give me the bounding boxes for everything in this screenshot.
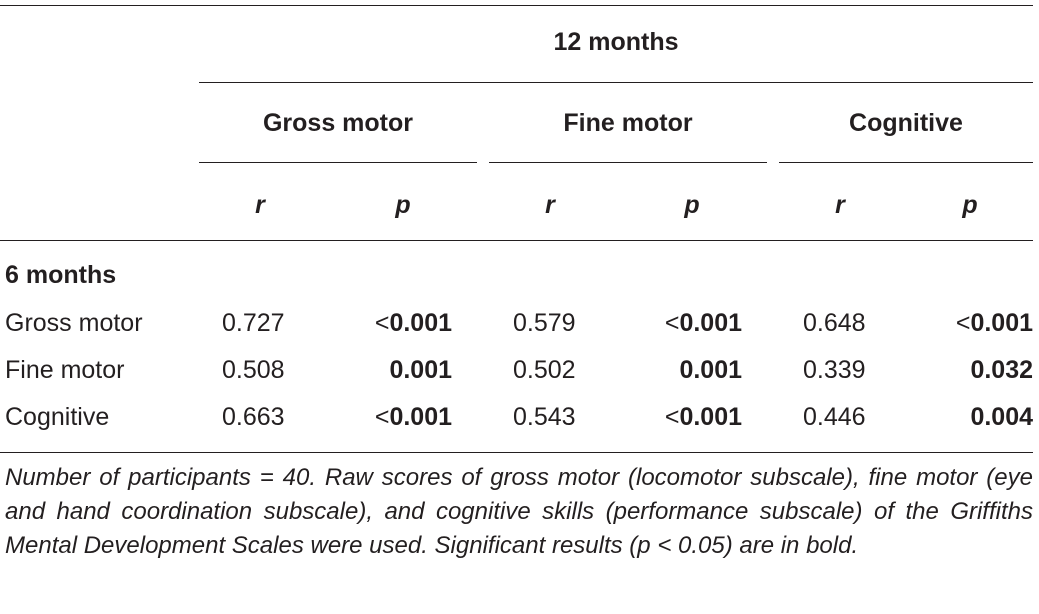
cognitive-header-rule (779, 162, 1033, 163)
table-footnote: Number of participants = 40. Raw scores … (5, 464, 1033, 559)
column-header-fine-motor: Fine motor (563, 109, 693, 137)
group-header-rule (199, 82, 1033, 83)
fine-motor-header-rule (489, 162, 767, 163)
p-number: 0.001 (679, 403, 742, 431)
r-value: 0.543 (513, 403, 576, 431)
subheader-p: p (395, 191, 411, 219)
gross-motor-header-rule (199, 162, 477, 163)
subheader-p: p (962, 191, 978, 219)
r-value: 0.502 (513, 356, 576, 384)
table-bottom-rule (0, 452, 1033, 453)
p-number: 0.001 (389, 403, 452, 431)
p-number: 0.004 (970, 403, 1033, 431)
p-value: <0.001 (590, 308, 742, 338)
header-bottom-rule (0, 240, 1033, 241)
p-value: <0.001 (300, 402, 452, 432)
row-label: Cognitive (5, 403, 110, 431)
r-value: 0.579 (513, 309, 576, 337)
p-sign: < (955, 309, 971, 337)
r-value: 0.648 (803, 309, 866, 337)
section-label-6-months: 6 months (5, 261, 117, 289)
p-number: 0.001 (389, 356, 452, 384)
p-value: <0.001 (590, 402, 742, 432)
p-number: 0.001 (679, 309, 742, 337)
p-sign: < (664, 309, 680, 337)
p-value: 0.032 (880, 355, 1033, 385)
r-value: 0.339 (803, 356, 866, 384)
r-value: 0.446 (803, 403, 866, 431)
p-value: <0.001 (880, 308, 1033, 338)
p-number: 0.001 (970, 309, 1033, 337)
r-value: 0.508 (222, 356, 285, 384)
p-sign: < (374, 309, 390, 337)
group-header-12-months: 12 months (553, 28, 679, 56)
p-value: 0.004 (880, 402, 1033, 432)
column-header-cognitive: Cognitive (849, 109, 963, 137)
r-value: 0.663 (222, 403, 285, 431)
p-sign: < (374, 403, 390, 431)
top-rule (0, 5, 1033, 6)
p-value: 0.001 (590, 355, 742, 385)
row-label: Fine motor (5, 356, 125, 384)
column-header-gross-motor: Gross motor (262, 109, 414, 137)
subheader-r: r (835, 191, 845, 219)
p-number: 0.032 (970, 356, 1033, 384)
p-value: <0.001 (300, 308, 452, 338)
row-label: Gross motor (5, 309, 143, 337)
subheader-r: r (545, 191, 555, 219)
r-value: 0.727 (222, 309, 285, 337)
p-value: 0.001 (300, 355, 452, 385)
subheader-p: p (684, 191, 700, 219)
p-number: 0.001 (679, 356, 742, 384)
subheader-r: r (255, 191, 265, 219)
p-sign: < (664, 403, 680, 431)
p-number: 0.001 (389, 309, 452, 337)
